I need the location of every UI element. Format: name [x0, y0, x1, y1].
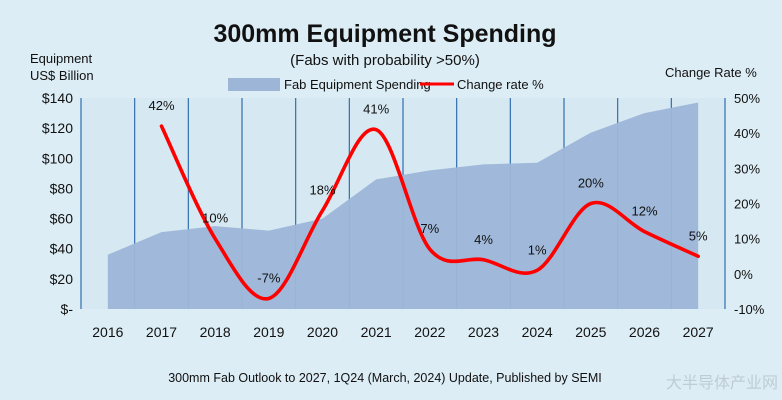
x-tick-label: 2022: [414, 324, 445, 340]
x-tick-label: 2020: [307, 324, 338, 340]
data-label-change-rate: -7%: [257, 270, 281, 285]
legend-label-area: Fab Equipment Spending: [284, 77, 431, 92]
y2-tick-label: 30%: [734, 161, 760, 176]
data-label-change-rate: 20%: [578, 176, 604, 191]
y2-tick-label: 0%: [734, 267, 753, 282]
x-tick-label: 2016: [92, 324, 123, 340]
data-label-change-rate: 5%: [689, 228, 708, 243]
data-label-change-rate: 42%: [148, 98, 174, 113]
legend-label-line: Change rate %: [457, 77, 544, 92]
footnote: 300mm Fab Outlook to 2027, 1Q24 (March, …: [168, 371, 602, 385]
data-label-change-rate: 18%: [309, 183, 335, 198]
data-label-change-rate: 12%: [631, 204, 657, 219]
data-label-change-rate: 1%: [528, 242, 547, 257]
chart-title: 300mm Equipment Spending: [213, 20, 556, 48]
data-label-change-rate: 41%: [363, 102, 389, 117]
y-tick-label: $100: [42, 150, 73, 166]
chart-subtitle: (Fabs with probability >50%): [290, 52, 480, 69]
y-axis-ticks: $- $20 $40 $60 $80 $100 $120 $140: [42, 90, 73, 317]
y-tick-label: $80: [50, 180, 74, 196]
line-series: [159, 124, 700, 301]
y2-axis-ticks: -10% 0% 10% 20% 30% 40% 50%: [734, 91, 765, 317]
y2-tick-label: 50%: [734, 91, 760, 106]
data-label-change-rate: 4%: [474, 232, 493, 247]
y2-tick-label: -10%: [734, 302, 765, 317]
y-tick-label: $-: [61, 301, 74, 317]
watermark: 大半导体产业网: [666, 374, 778, 392]
x-tick-label: 2026: [629, 324, 660, 340]
y2-axis-label: Change Rate %: [665, 65, 757, 80]
x-tick-label: 2027: [683, 324, 714, 340]
x-tick-label: 2021: [361, 324, 392, 340]
y-axis-label-line1: Equipment: [30, 51, 93, 66]
y-tick-label: $60: [50, 211, 74, 227]
data-labels: 42% 10% -7% 18% 41% 7% 4% 1% 20% 12% 5%: [148, 98, 708, 285]
y-tick-label: $20: [50, 271, 74, 287]
y2-tick-label: 10%: [734, 232, 760, 247]
y-tick-label: $120: [42, 120, 73, 136]
x-tick-label: 2019: [253, 324, 284, 340]
legend: Fab Equipment Spending Change rate %: [228, 77, 544, 92]
x-tick-label: 2018: [200, 324, 231, 340]
x-axis-ticks: 2016 2017 2018 2019 2020 2021 2022 2023 2024 2025…: [92, 324, 714, 340]
x-tick-label: 2025: [575, 324, 606, 340]
y2-tick-label: 20%: [734, 197, 760, 212]
x-tick-label: 2017: [146, 324, 177, 340]
line-change-rate: [159, 124, 700, 301]
legend-swatch-area: [228, 78, 280, 91]
data-label-change-rate: 10%: [202, 211, 228, 226]
x-tick-label: 2023: [468, 324, 499, 340]
y-tick-label: $140: [42, 90, 73, 106]
y-tick-label: $40: [50, 241, 74, 257]
y2-tick-label: 40%: [734, 126, 760, 141]
data-label-change-rate: 7%: [420, 221, 439, 236]
y-axis-label-line2: US$ Billion: [30, 68, 94, 83]
x-tick-label: 2024: [522, 324, 553, 340]
